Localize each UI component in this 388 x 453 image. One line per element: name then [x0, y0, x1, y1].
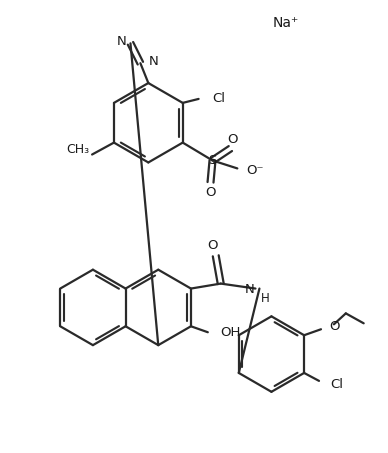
Text: N: N — [117, 35, 126, 48]
Text: S: S — [208, 154, 217, 167]
Text: N: N — [148, 55, 158, 67]
Text: Cl: Cl — [330, 378, 343, 391]
Text: N: N — [245, 283, 255, 296]
Text: CH₃: CH₃ — [66, 143, 89, 155]
Text: O: O — [227, 133, 237, 146]
Text: H: H — [260, 292, 269, 304]
Text: O: O — [205, 186, 216, 199]
Text: Na⁺: Na⁺ — [272, 16, 299, 30]
Text: O⁻: O⁻ — [246, 164, 264, 177]
Text: O: O — [208, 239, 218, 252]
Text: O: O — [329, 320, 340, 333]
Text: OH: OH — [221, 326, 241, 339]
Text: Cl: Cl — [213, 92, 225, 106]
